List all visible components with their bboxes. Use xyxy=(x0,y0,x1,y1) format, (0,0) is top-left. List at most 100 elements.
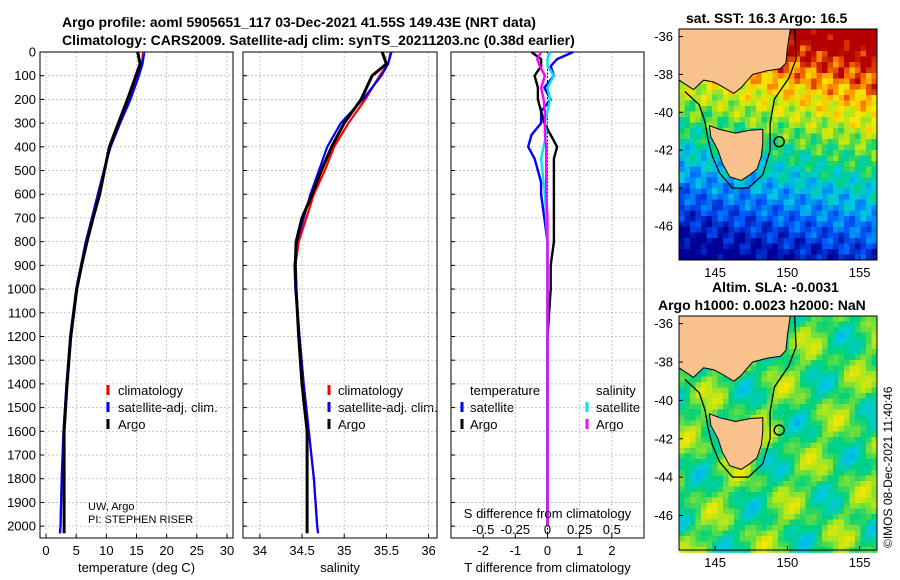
sst-field-cell xyxy=(728,221,735,228)
sst-field-cell xyxy=(844,172,850,178)
map-y-tick-label: -40 xyxy=(654,393,673,408)
sst-field-cell xyxy=(789,161,795,167)
sst-field-cell xyxy=(690,232,696,239)
sla-field-cell xyxy=(706,464,713,471)
y-tick-label: 100 xyxy=(14,68,36,83)
sst-field-cell xyxy=(750,73,757,79)
sst-field-cell xyxy=(717,210,724,217)
sst-field-cell xyxy=(805,177,812,184)
sst-field-cell xyxy=(800,45,806,52)
sst-field-cell xyxy=(860,216,867,222)
sst-field-cell xyxy=(761,199,768,206)
sla-field-cell xyxy=(838,481,845,487)
sst-field-cell xyxy=(750,199,757,206)
sla-field-cell xyxy=(805,486,812,493)
sla-field-cell xyxy=(838,382,845,388)
sst-field-cell xyxy=(816,238,823,244)
sla-field-cell xyxy=(860,393,867,399)
sla-field-cell xyxy=(833,459,839,465)
sla-field-cell xyxy=(794,514,801,520)
sst-field-cell xyxy=(833,40,839,46)
sla-field-cell xyxy=(695,492,702,498)
sla-field-cell xyxy=(827,437,834,443)
sla-field-cell xyxy=(750,536,757,542)
sla-field-cell xyxy=(778,497,784,504)
sst-field-cell xyxy=(717,166,724,173)
sst-field-cell xyxy=(695,227,702,233)
sst-field-cell xyxy=(838,221,845,228)
sst-field-cell xyxy=(783,194,790,200)
sst-field-cell xyxy=(860,56,867,63)
sla-field-cell xyxy=(822,387,828,394)
sla-field-cell xyxy=(772,415,779,421)
sst-field-cell xyxy=(706,210,713,217)
sst-field-cell xyxy=(756,227,762,233)
sla-field-cell xyxy=(745,508,751,515)
sst-field-cell xyxy=(833,95,839,101)
sla-field-cell xyxy=(849,360,856,366)
sst-field-cell xyxy=(816,56,823,63)
sst-field-cell xyxy=(866,128,872,134)
sst-field-cell xyxy=(717,199,724,206)
sla-field-cell xyxy=(794,349,801,355)
sla-field-cell xyxy=(717,464,724,471)
sla-field-cell xyxy=(816,316,823,322)
sla-field-cell xyxy=(778,508,784,515)
sla-field-cell xyxy=(871,316,878,322)
sst-field-cell xyxy=(805,40,812,46)
sla-field-cell xyxy=(778,541,784,548)
sst-field-cell xyxy=(822,117,828,123)
sst-field-cell xyxy=(712,84,718,90)
sst-field-cell xyxy=(833,100,839,107)
sst-field-cell xyxy=(800,161,806,167)
sst-field-cell xyxy=(734,100,740,107)
sst-field-cell xyxy=(712,227,718,233)
sst-field-cell xyxy=(734,183,740,189)
sst-field-cell xyxy=(728,122,735,129)
sla-field-cell xyxy=(712,398,718,405)
sla-field-cell xyxy=(772,497,779,504)
sla-field-cell xyxy=(756,530,762,537)
sla-field-cell xyxy=(723,376,729,383)
sla-field-cell xyxy=(684,508,691,515)
sst-field-cell xyxy=(855,177,861,184)
sla-field-cell xyxy=(871,437,878,443)
sla-field-cell xyxy=(871,492,878,498)
sst-field-cell xyxy=(695,139,702,145)
sst-field-cell xyxy=(739,243,746,250)
sst-field-cell xyxy=(844,139,850,145)
sst-field-cell xyxy=(761,111,768,118)
sst-field-cell xyxy=(822,155,828,162)
sla-field-cell xyxy=(772,371,779,377)
sst-field-cell xyxy=(871,62,878,68)
sst-field-cell xyxy=(811,249,817,255)
sst-field-cell xyxy=(855,117,861,123)
sst-field-cell xyxy=(827,150,834,156)
sla-field-cell xyxy=(739,497,746,504)
sst-field-cell xyxy=(844,210,850,217)
sst-field-cell xyxy=(871,194,878,200)
sla-field-cell xyxy=(750,508,757,515)
sst-field-cell xyxy=(871,172,878,178)
sst-field-cell xyxy=(723,95,729,101)
sla-field-cell xyxy=(728,514,735,520)
sla-field-cell xyxy=(789,464,795,471)
sla-field-cell xyxy=(855,321,861,328)
sla-field-cell xyxy=(767,382,773,388)
sst-field-cell xyxy=(772,84,779,90)
sst-field-cell xyxy=(701,133,707,140)
sst-field-cell xyxy=(778,249,784,255)
sla-field-cell xyxy=(789,360,795,366)
sla-field-cell xyxy=(866,525,872,531)
sst-field-cell xyxy=(871,122,878,129)
sla-field-cell xyxy=(855,497,861,504)
sst-field-cell xyxy=(761,155,768,162)
sst-field-cell xyxy=(833,78,839,85)
sst-field-cell xyxy=(739,95,746,101)
sla-field-cell xyxy=(789,497,795,504)
sla-field-cell xyxy=(811,387,817,394)
sst-field-cell xyxy=(866,62,872,68)
sla-field-cell xyxy=(756,541,762,548)
sla-field-cell xyxy=(844,459,850,465)
